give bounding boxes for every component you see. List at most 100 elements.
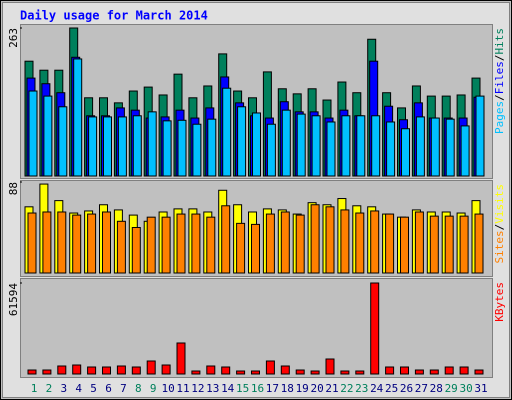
x-tick-label: 5 [90, 382, 97, 395]
bar [251, 370, 260, 375]
bar [132, 115, 142, 177]
bar [371, 115, 381, 177]
bar [176, 342, 186, 375]
bar [386, 121, 396, 177]
bar [295, 369, 305, 375]
bar [237, 106, 247, 177]
bar [340, 209, 350, 274]
bar [221, 205, 231, 274]
bar [236, 370, 246, 375]
x-tick-label: 27 [415, 382, 428, 395]
x-tick-label: 2 [46, 382, 53, 395]
bar [325, 358, 335, 375]
bar [206, 365, 216, 375]
bar [116, 365, 126, 375]
bar [326, 121, 336, 177]
chart-title: Daily usage for March 2014 [20, 9, 208, 23]
x-tick-label: 20 [310, 382, 323, 395]
x-tick-label: 4 [75, 382, 82, 395]
bar [28, 90, 38, 177]
bar [355, 212, 365, 274]
bar [147, 111, 157, 177]
legend-separator: / [493, 224, 506, 231]
legend-entry: Pages [493, 101, 506, 134]
y-tick-label: 61594 [7, 283, 20, 316]
legend: KBytes [493, 282, 506, 322]
bar [58, 106, 68, 177]
bar [265, 213, 275, 274]
bar [414, 369, 424, 375]
legend: Sites/Visits [493, 184, 506, 264]
bar [385, 366, 395, 375]
bar [370, 210, 380, 274]
x-tick-label: 24 [370, 382, 384, 395]
bar [146, 216, 156, 274]
bar [177, 119, 187, 177]
bar [355, 370, 365, 375]
bar [222, 87, 232, 177]
bar [474, 213, 484, 274]
legend-entry: Visits [493, 184, 506, 224]
bar [191, 213, 201, 274]
x-tick-label: 8 [135, 382, 142, 395]
x-tick-label: 29 [445, 382, 458, 395]
bar [414, 211, 424, 274]
bar [191, 370, 201, 375]
y-tick-label: 88 [7, 182, 20, 195]
legend-separator: / [493, 55, 506, 62]
x-tick-label: 15 [236, 382, 249, 395]
bar [280, 365, 290, 375]
bar [325, 206, 335, 274]
plot-area [20, 278, 493, 378]
x-tick-label: 1 [31, 382, 38, 395]
bar [460, 125, 470, 177]
bar [236, 222, 246, 274]
bar [310, 370, 320, 375]
bar [281, 109, 291, 177]
bar [310, 204, 320, 274]
bar [400, 366, 409, 375]
bar [280, 211, 290, 274]
x-tick-label: 16 [251, 382, 264, 395]
x-tick-label: 22 [340, 382, 353, 395]
bar [445, 118, 455, 177]
x-tick-label: 3 [60, 382, 67, 395]
x-tick-label: 6 [105, 382, 112, 395]
legend-separator: / [493, 94, 506, 101]
legend-entry: KBytes [493, 282, 506, 322]
bar [459, 366, 469, 375]
bar [131, 227, 141, 274]
bar [57, 211, 67, 274]
bar [429, 215, 439, 274]
bar [252, 112, 261, 177]
legend-entry: Sites [493, 230, 506, 263]
legend: Pages/Files/Hits [493, 28, 506, 134]
x-tick-label: 7 [120, 382, 127, 395]
bar [87, 213, 97, 274]
bar [72, 214, 82, 274]
bar [73, 58, 83, 177]
bar [161, 364, 171, 375]
x-tick-label: 19 [296, 382, 309, 395]
x-tick-label: 9 [150, 382, 157, 395]
bar [295, 214, 305, 274]
bar [459, 215, 469, 274]
x-tick-label: 31 [474, 382, 487, 395]
bar [207, 118, 217, 177]
x-tick-label: 21 [325, 382, 338, 395]
bar [206, 216, 216, 274]
bar [221, 366, 231, 375]
bar [415, 116, 425, 177]
x-tick-label: 28 [430, 382, 443, 395]
bar [43, 95, 53, 177]
x-tick-label: 30 [459, 382, 472, 395]
bar [444, 215, 454, 274]
bar [116, 220, 126, 274]
bar [103, 116, 112, 177]
y-tick-label: 263 [7, 28, 20, 48]
bar [444, 366, 454, 375]
x-tick-label: 23 [355, 382, 368, 395]
bar [192, 123, 202, 177]
bar [474, 369, 484, 375]
